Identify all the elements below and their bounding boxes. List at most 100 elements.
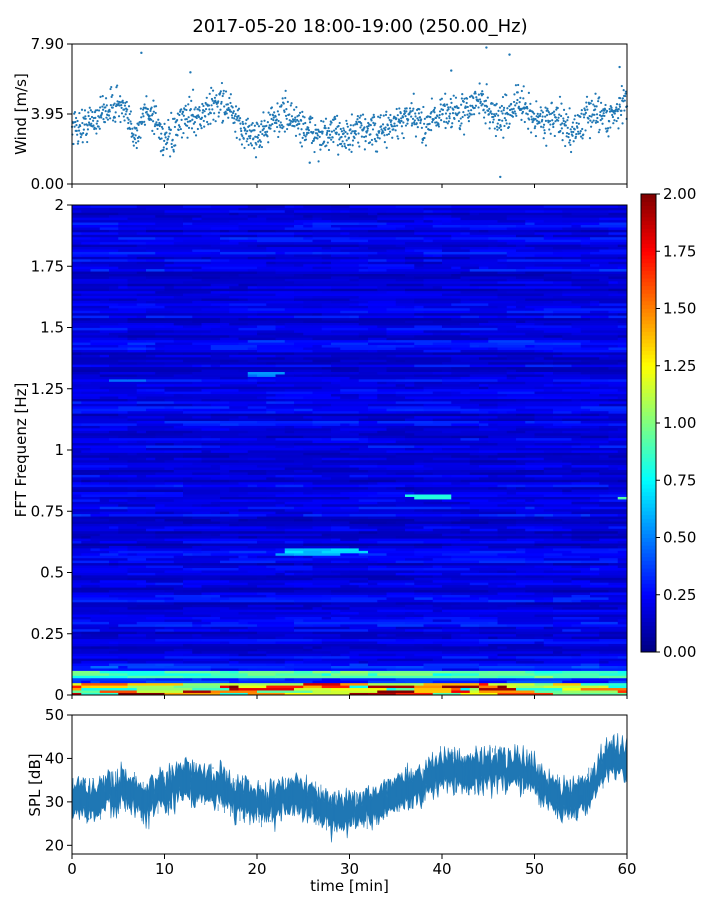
spectrogram-cell — [238, 653, 267, 657]
spectrogram-cell — [497, 403, 508, 407]
spectrogram-cell — [284, 658, 304, 662]
spectrogram-cell — [266, 550, 286, 554]
spectrogram-cell — [312, 491, 323, 495]
spectrogram-cell — [303, 543, 323, 546]
spectrogram-cell — [247, 626, 295, 630]
spectrogram-cell — [331, 592, 387, 595]
spectrogram-cell — [275, 276, 332, 279]
wind-point — [585, 105, 588, 108]
spectrogram-cell — [543, 290, 554, 294]
spectrogram-cell — [284, 393, 332, 397]
spectrogram-cell — [247, 322, 286, 326]
spectrogram-cell — [432, 565, 443, 568]
spectrogram-cell — [395, 249, 406, 252]
spectrogram-cell — [349, 352, 387, 355]
spectrogram-cell — [599, 552, 628, 556]
wind-point — [526, 107, 529, 110]
spectrogram-cell — [312, 670, 332, 674]
wind-point — [156, 127, 159, 131]
wind-point — [253, 129, 256, 132]
spectrogram-cell — [442, 288, 498, 292]
spectrogram-cell — [395, 692, 434, 696]
spectrogram-cell — [358, 484, 406, 488]
spectrogram-cell — [534, 599, 554, 603]
spectrogram-cell — [358, 423, 415, 426]
wind-point — [399, 112, 402, 115]
spectrogram-cell — [257, 374, 276, 377]
wind-point — [256, 136, 259, 139]
wind-point — [592, 119, 595, 122]
spectrogram-cell — [571, 592, 591, 595]
spectrogram-cell — [155, 227, 212, 230]
spectrogram-cell — [201, 447, 221, 451]
spectrogram-cell — [312, 229, 369, 233]
wind-point — [616, 110, 619, 113]
spectrogram-cell — [386, 457, 434, 461]
spectrogram-cell — [432, 677, 480, 681]
spectrogram-cell — [183, 660, 230, 664]
spectrogram-cell — [386, 440, 397, 444]
spectrogram-cell — [127, 619, 165, 622]
spectrogram-cell — [349, 513, 397, 517]
spectrogram-cell — [173, 467, 221, 470]
spectrogram-cell — [312, 481, 369, 485]
wind-point — [198, 109, 201, 112]
spectrogram-cell — [423, 540, 480, 544]
spectrogram-cell — [127, 660, 147, 664]
spectrogram-cell — [543, 660, 600, 664]
wind-point — [217, 100, 220, 103]
spectrogram-cell — [266, 486, 313, 490]
spectrogram-cell — [173, 528, 230, 532]
spectrogram-cell — [423, 616, 443, 620]
wind-point — [434, 116, 438, 120]
spectrogram-cell — [386, 601, 397, 605]
spectrogram-cell — [608, 310, 628, 314]
spectrogram-cell — [72, 589, 82, 593]
wind-point — [510, 102, 513, 106]
wind-point — [408, 107, 412, 110]
wind-point — [608, 107, 611, 111]
spectrogram-cell — [220, 293, 276, 297]
spectrogram-cell — [432, 418, 489, 421]
spectrogram-cell — [72, 430, 110, 434]
spectrogram-cell — [562, 623, 572, 627]
spectrogram-cell — [247, 315, 295, 319]
wind-point — [120, 106, 123, 109]
spectrogram-cell — [257, 540, 286, 544]
spectrogram-cell — [155, 628, 175, 632]
spectrogram-cell — [405, 606, 443, 610]
spectrogram-cell — [377, 325, 415, 328]
spectrogram-cell — [275, 592, 332, 595]
wind-point — [350, 132, 353, 135]
wind-point — [135, 146, 138, 150]
spectrogram-cell — [543, 538, 572, 542]
spectrogram-cell — [469, 332, 526, 336]
wind-point — [166, 141, 169, 144]
spectrogram-cell — [72, 670, 101, 674]
wind-point — [375, 140, 378, 143]
spectrogram-cell — [136, 391, 156, 395]
spectrogram-cell — [608, 459, 628, 463]
wind-point — [323, 124, 326, 127]
spectrogram-cell — [238, 352, 258, 355]
spectrogram-cell — [340, 359, 387, 363]
spectrogram-cell — [451, 491, 461, 495]
spectrogram-cell — [210, 300, 267, 304]
spectrogram-cell — [118, 391, 138, 395]
spectrogram-cell — [257, 584, 295, 588]
spectrogram-cell — [127, 499, 156, 502]
spectrogram-cell — [321, 550, 369, 554]
spectrogram-cell — [266, 472, 276, 475]
spectrogram-cell — [543, 312, 554, 316]
spectrogram-cell — [72, 489, 101, 493]
spectrogram-cell — [220, 599, 258, 603]
wind-point — [180, 136, 184, 139]
spectrogram-cell — [183, 229, 221, 233]
spectrogram-cell — [257, 631, 313, 635]
spectrogram-cell — [183, 653, 230, 657]
spectrogram-cell — [488, 303, 545, 306]
spectrogram-cell — [395, 347, 452, 350]
spectrogram-cell — [146, 452, 184, 456]
spectrogram-cell — [155, 342, 193, 346]
spectrogram-cell — [303, 648, 313, 652]
